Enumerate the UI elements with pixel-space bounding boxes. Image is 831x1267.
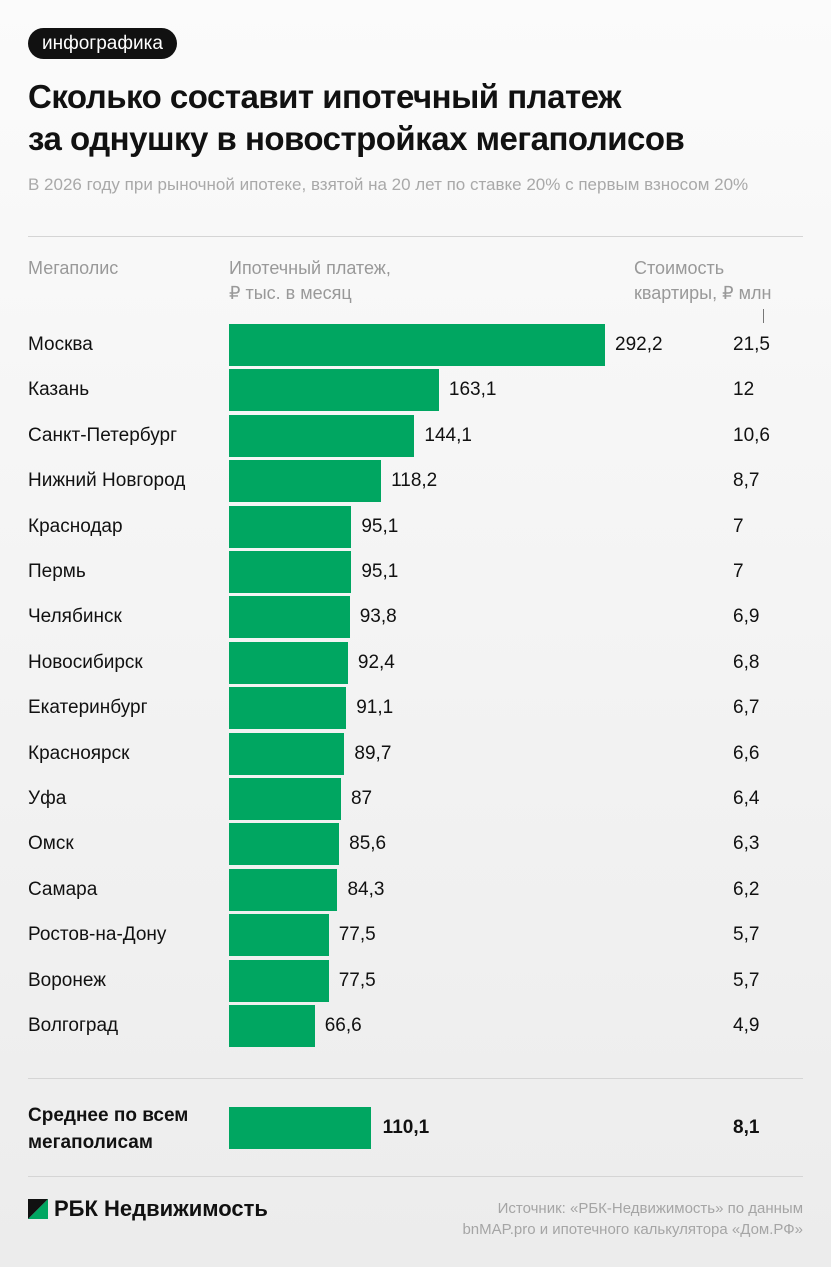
- value-label: 77,5: [338, 969, 376, 991]
- value-label: 85,6: [349, 833, 387, 855]
- price-label: 5,7: [733, 924, 760, 946]
- bar: [229, 641, 348, 684]
- bar: [229, 868, 338, 911]
- category-label: Ростов-на-Дону: [28, 924, 167, 946]
- average-label-line-1: Среднее по всем: [28, 1105, 189, 1126]
- price-column-tick: [763, 309, 764, 323]
- title-line-1: Сколько составит ипотечный платеж: [28, 78, 621, 115]
- value-label: 91,1: [356, 697, 394, 719]
- divider-bottom: [28, 1176, 803, 1177]
- bar: [229, 551, 352, 593]
- average-price-label: 8,1: [733, 1117, 760, 1138]
- price-label: 6,6: [733, 742, 760, 764]
- value-label: 87: [350, 788, 373, 809]
- price-label: 8,7: [733, 470, 760, 492]
- bar: [229, 732, 345, 775]
- category-label: Санкт-Петербург: [28, 424, 178, 446]
- header-payment-line-2: ₽ тыс. в месяц: [229, 283, 352, 303]
- bar: [229, 959, 329, 1002]
- bar: [229, 596, 350, 639]
- category-label: Красноярск: [28, 742, 130, 764]
- bar: [229, 414, 415, 457]
- source-line-1: Источник: «РБК-Недвижимость» по данным: [497, 1200, 803, 1217]
- category-label: Пермь: [28, 561, 86, 582]
- average-label: Среднее по всем мегаполисам: [28, 1102, 188, 1156]
- category-label: Нижний Новгород: [28, 470, 186, 492]
- price-label: 4,9: [733, 1015, 760, 1036]
- price-label: 6,3: [733, 833, 760, 855]
- header-payment: Ипотечный платеж, ₽ тыс. в месяц: [229, 256, 391, 306]
- bar: [229, 914, 329, 957]
- value-label: 93,8: [359, 606, 397, 628]
- header-city: Мегаполис: [28, 258, 119, 278]
- price-label: 6,7: [733, 697, 760, 719]
- value-label: 292,2: [615, 334, 663, 355]
- bar: [229, 324, 605, 366]
- category-label: Самара: [28, 878, 98, 900]
- price-label: 5,7: [733, 969, 760, 991]
- price-label: 6,9: [733, 606, 760, 628]
- price-label: 7: [733, 561, 744, 582]
- price-label: 6,4: [733, 788, 760, 809]
- value-label: 163,1: [448, 379, 497, 401]
- category-label: Москва: [28, 334, 93, 355]
- bar: [229, 369, 439, 412]
- price-label: 10,6: [733, 424, 770, 446]
- logo-text: РБК Недвижимость: [54, 1196, 268, 1221]
- price-label: 6,8: [733, 651, 760, 673]
- infographic-badge: инфографика: [28, 28, 177, 59]
- value-label: 95,1: [361, 561, 399, 582]
- rbc-logo: РБК Недвижимость: [28, 1196, 268, 1222]
- chart-subtitle: В 2026 году при рыночной ипотеке, взятой…: [28, 175, 749, 194]
- header-price-line-1: Стоимость: [634, 258, 725, 278]
- category-label: Омск: [28, 833, 74, 855]
- price-label: 6,2: [733, 878, 760, 900]
- average-value-label: 110,1: [382, 1117, 430, 1138]
- category-label: Челябинск: [28, 606, 122, 628]
- value-label: 144,1: [424, 424, 472, 446]
- rbc-logo-icon: [28, 1199, 48, 1219]
- header-payment-line-1: Ипотечный платеж,: [229, 258, 391, 278]
- price-label: 12: [733, 379, 755, 401]
- category-label: Казань: [28, 379, 90, 401]
- value-label: 89,7: [354, 742, 392, 764]
- value-label: 66,6: [324, 1015, 362, 1036]
- header-price-line-2: квартиры, ₽ млн: [634, 283, 772, 303]
- bar: [229, 823, 340, 866]
- category-label: Краснодар: [28, 515, 123, 537]
- average-label-line-2: мегаполисам: [28, 1132, 153, 1153]
- bar: [229, 460, 382, 503]
- value-label: 84,3: [347, 878, 385, 900]
- bar: [229, 687, 347, 730]
- category-label: Екатеринбург: [28, 697, 148, 719]
- divider-top: [28, 236, 803, 237]
- bar: [229, 778, 341, 820]
- value-label: 77,5: [338, 924, 376, 946]
- price-label: 7: [733, 515, 744, 537]
- value-label: 118,2: [391, 470, 438, 492]
- category-label: Уфа: [28, 788, 67, 809]
- title-line-2: за однушку в новостройках мегаполисов: [28, 120, 685, 157]
- bar: [229, 505, 352, 548]
- source-line-2: bnMAP.pro и ипотечного калькулятора «Дом…: [462, 1221, 803, 1238]
- price-label: 21,5: [733, 334, 770, 355]
- category-label: Воронеж: [28, 969, 106, 991]
- bar: [229, 1005, 315, 1047]
- category-label: Новосибирск: [28, 651, 143, 673]
- category-label: Волгоград: [28, 1015, 119, 1036]
- chart-title: Сколько составит ипотечный платеж за одн…: [28, 76, 818, 160]
- header-price: Стоимость квартиры, ₽ млн: [634, 256, 771, 306]
- source-note: Источник: «РБК-Недвижимость» по данным b…: [462, 1198, 803, 1240]
- value-label: 92,4: [357, 651, 395, 673]
- divider-average: [28, 1078, 803, 1079]
- value-label: 95,1: [361, 515, 399, 537]
- average-bar: [229, 1107, 371, 1149]
